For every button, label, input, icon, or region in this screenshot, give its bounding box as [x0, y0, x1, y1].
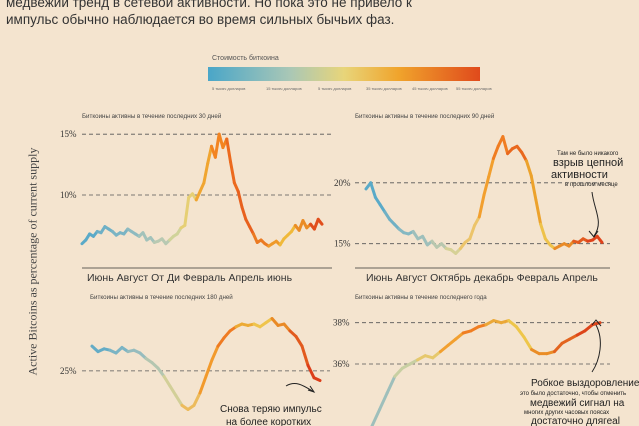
series-line-segment	[482, 175, 491, 197]
panel-title: Биткоины активны в течение последних 180…	[90, 294, 233, 301]
series-line-segment	[501, 135, 510, 156]
series-line-segment	[370, 407, 382, 426]
legend-tick: 15 тысяч долларов	[266, 86, 302, 91]
legend-tick: 55 тысяч долларов	[456, 86, 492, 91]
y-tick-label: 10%	[60, 190, 77, 200]
series-line-segment	[378, 391, 389, 411]
series-line-segment	[520, 150, 528, 163]
series-line-segment	[162, 374, 172, 388]
annotation-text: Снова теряю импульс	[220, 404, 322, 415]
series-line-segment	[438, 343, 450, 354]
series-line-segment	[213, 132, 221, 159]
annotation-text: на более коротких	[226, 416, 311, 426]
series-line-segment	[487, 157, 495, 179]
intro-text: медвежий тренд в сетевой активности. Но …	[6, 0, 626, 28]
series-line-segment	[595, 234, 604, 244]
series-line-segment	[282, 322, 292, 333]
annotation-text: это было достаточно, чтобы отменить	[520, 391, 626, 397]
series-line-segment	[539, 222, 547, 241]
annotation-text: многих других часовых поясах	[524, 410, 609, 416]
annotation-arrowhead	[591, 319, 602, 327]
series-line-segment	[216, 336, 226, 348]
y-tick-label: 15%	[334, 239, 351, 249]
legend-tick: 5 тысяч долларов	[318, 86, 352, 91]
annotation-text: в прошлом месяце	[565, 182, 618, 188]
y-tick-label: 38%	[333, 318, 350, 328]
series-line-segment	[194, 189, 202, 202]
annotation-text: Там не было никакого	[557, 151, 619, 157]
series-line-segment	[204, 358, 214, 378]
series-line-segment	[240, 205, 248, 221]
color-legend-bar	[208, 67, 480, 81]
series-line-segment	[507, 319, 518, 329]
annotation-arrow	[591, 191, 599, 237]
series-line-segment	[183, 195, 191, 227]
series-line-segment	[446, 337, 458, 347]
series-line-segment	[491, 144, 500, 160]
legend-tick: 5 тысяч долларов	[212, 86, 246, 91]
x-axis-labels: Июнь Август Октябрь декабрь Февраль Апре…	[366, 272, 598, 284]
y-tick-label: 15%	[60, 129, 77, 139]
series-line-segment	[222, 329, 232, 340]
series-line-segment	[198, 181, 206, 193]
series-line-segment	[156, 366, 166, 378]
panel-title: Биткоины активны в течение последних 30 …	[82, 113, 222, 120]
annotation-text: Робкое выздоровление	[531, 377, 639, 389]
series-line-segment	[232, 181, 240, 193]
series-line-segment	[202, 161, 210, 185]
annotation-text: достаточно длягеаl	[531, 416, 620, 426]
series-line-segment	[454, 331, 465, 341]
y-tick-label: 20%	[334, 178, 351, 188]
series-line-segment	[210, 344, 220, 362]
legend-title: Стоимость биткоина	[212, 55, 279, 62]
series-line-segment	[270, 317, 280, 327]
intro-line-1: медвежий тренд в сетевой активности. Но …	[6, 0, 412, 10]
series-line-segment	[522, 335, 534, 352]
series-line-segment	[206, 144, 214, 165]
series-line-segment	[385, 374, 397, 395]
y-tick-label: 36%	[333, 359, 350, 369]
series-line-segment	[236, 189, 244, 209]
series-line-segment	[174, 394, 184, 407]
legend-tick: 35 тысяч долларов	[366, 86, 402, 91]
series-line-segment	[468, 223, 477, 241]
series-line-segment	[369, 181, 377, 199]
legend-tick: 45 тысяч долларов	[412, 86, 448, 91]
series-line-segment	[225, 137, 233, 164]
annotation-arrow	[285, 383, 315, 393]
panel-title: Биткоины активны в течение последних 90 …	[355, 113, 495, 120]
series-line-segment	[524, 159, 533, 178]
series-line-segment	[473, 215, 481, 227]
panel-title: Биткоины активны в течение последнего го…	[355, 294, 487, 301]
series-line-segment	[534, 198, 543, 226]
series-line-segment	[300, 344, 310, 367]
y-tick-label: 25%	[60, 366, 77, 376]
series-line-segment	[294, 334, 304, 348]
annotation-arrow	[591, 324, 601, 373]
series-line-segment	[583, 323, 594, 333]
series-line-segment	[306, 363, 316, 380]
x-axis-labels: Июнь Август От Ди Февраль Апрель июнь	[87, 272, 293, 284]
series-line-segment	[198, 374, 208, 395]
annotation-text: медвежий сигнал на	[530, 398, 625, 409]
annotation-text: активности	[551, 169, 608, 181]
series-line-segment	[251, 232, 259, 244]
intro-line-2: импульс обычно наблюдается во время силь…	[6, 12, 395, 27]
series-line-segment	[192, 391, 202, 407]
series-line-segment	[312, 376, 322, 383]
series-line-segment	[431, 350, 442, 360]
annotation-arrowhead	[588, 230, 599, 238]
series-line-segment	[316, 217, 324, 226]
series-line-segment	[393, 366, 404, 378]
annotation-text: взрыв цепной	[553, 157, 623, 169]
annotation-arrowhead	[307, 385, 316, 393]
series-line-segment	[477, 193, 486, 219]
series-line-segment	[552, 341, 564, 354]
series-line-segment	[514, 325, 526, 339]
series-line-segment	[529, 174, 538, 202]
series-line-segment	[421, 234, 429, 247]
series-line-segment	[168, 384, 178, 398]
series-line-segment	[229, 160, 236, 185]
